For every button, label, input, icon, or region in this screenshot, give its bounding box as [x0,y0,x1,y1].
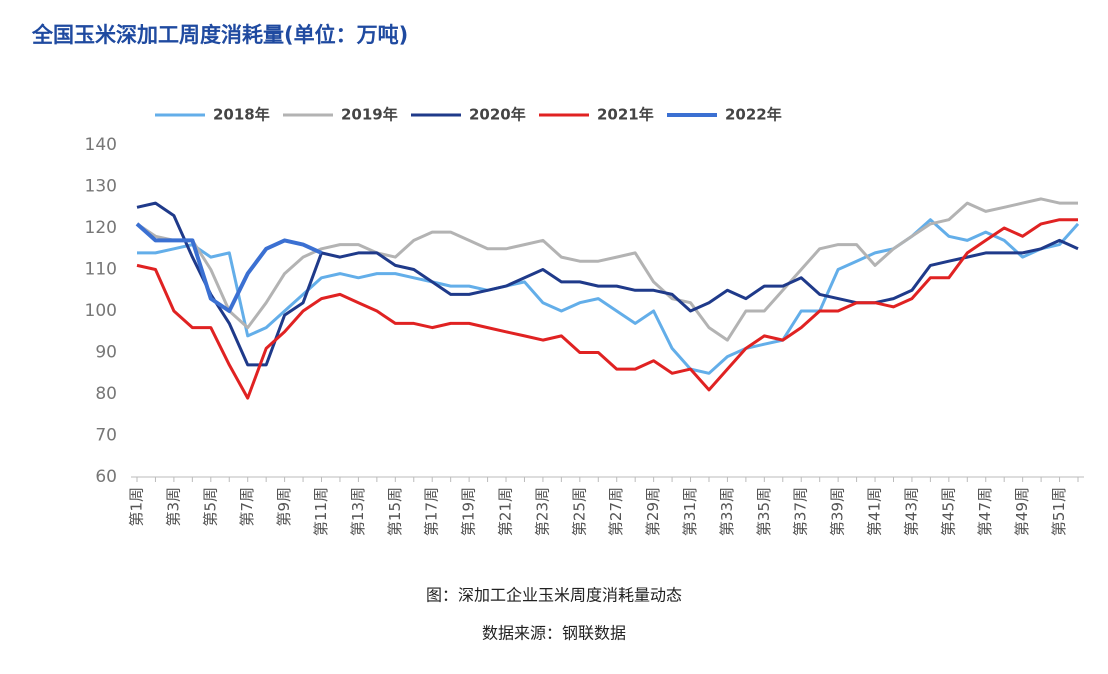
series-line [136,197,1078,342]
x-tick-label: 第17周 [423,487,441,536]
x-tick-label: 第39周 [829,487,847,536]
x-tick-label: 第19周 [460,487,478,536]
x-tick-label: 第31周 [681,487,699,536]
legend-label: 2020年 [469,106,526,124]
x-tick-label: 第45周 [939,487,957,536]
y-tick-label: 120 [85,218,117,238]
x-tick-label: 第13周 [349,487,367,536]
x-tick-label: 第37周 [792,487,810,536]
x-tick-label: 第35周 [755,487,773,536]
legend-label: 2021年 [597,106,654,124]
legend-label: 2019年 [341,106,398,124]
x-tick-label: 第1周 [128,487,146,527]
x-tick-label: 第9周 [275,487,293,527]
x-tick-label: 第29周 [644,487,662,536]
x-tick-label: 第23周 [533,487,551,536]
y-tick-label: 80 [95,384,117,404]
x-tick-label: 第41周 [866,487,884,536]
x-tick-label: 第27周 [607,487,625,536]
series-line [136,218,1078,400]
source: 数据来源：钢联数据 [482,624,626,643]
y-tick-label: 60 [95,467,117,487]
y-tick-label: 70 [95,426,117,446]
legend-label: 2018年 [213,106,270,124]
y-tick-label: 140 [85,135,117,155]
x-tick-label: 第3周 [164,487,182,527]
x-tick-label: 第5周 [201,487,219,527]
y-tick-label: 130 [85,177,117,197]
series-line [136,201,1079,367]
chart-title: 全国玉米深加工周度消耗量(单位：万吨) [31,23,408,47]
y-tick-label: 110 [85,260,117,280]
y-tick-label: 90 [95,343,117,363]
x-tick-label: 第11周 [312,487,330,536]
x-tick-label: 第51周 [1050,487,1068,536]
x-tick-label: 第15周 [386,487,404,536]
series-line [135,222,323,313]
x-tick-label: 第47周 [976,487,994,536]
legend-label: 2022年 [725,106,782,124]
x-tick-label: 第7周 [238,487,256,527]
y-tick-label: 100 [85,301,117,321]
x-tick-label: 第49周 [1013,487,1031,536]
caption: 图：深加工企业玉米周度消耗量动态 [426,586,682,605]
x-tick-label: 第43周 [902,487,920,536]
x-tick-label: 第33周 [718,487,736,536]
series-line [137,218,1080,375]
x-tick-label: 第25周 [570,487,588,536]
x-tick-label: 第21周 [497,487,515,536]
